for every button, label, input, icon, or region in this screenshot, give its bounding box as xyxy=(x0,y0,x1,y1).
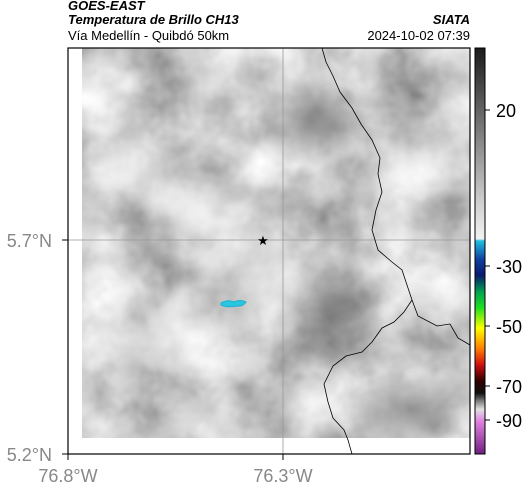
product-title: Temperatura de Brillo CH13 xyxy=(68,12,239,27)
region-label: Vía Medellín - Quibdó 50km xyxy=(68,28,230,43)
satellite-name: GOES-EAST xyxy=(68,0,145,13)
department-boundary xyxy=(321,47,471,346)
lat-tick-label: 5.2°N xyxy=(7,445,52,465)
timestamp-label: 2024-10-02 07:39 xyxy=(367,28,470,43)
coldest-cloud-top xyxy=(220,300,247,308)
brightness-temperature-image xyxy=(82,48,470,438)
lon-tick-label: 76.8°W xyxy=(38,466,97,486)
agency-label: SIATA xyxy=(432,12,470,27)
lat-tick-label: 5.7°N xyxy=(7,231,52,251)
colorbar-tick-label: -90 xyxy=(496,411,522,431)
colorbar xyxy=(474,47,486,455)
colorbar-tick-label: -70 xyxy=(496,377,522,397)
department-boundary-south xyxy=(323,299,413,455)
colorbar-tick-label: -30 xyxy=(496,257,522,277)
colorbar-tick-label: 20 xyxy=(496,101,516,121)
location-star-icon: ★ xyxy=(257,234,269,249)
colorbar-tick-label: -50 xyxy=(496,317,522,337)
lon-tick-label: 76.3°W xyxy=(253,466,312,486)
map-frame xyxy=(67,47,471,455)
